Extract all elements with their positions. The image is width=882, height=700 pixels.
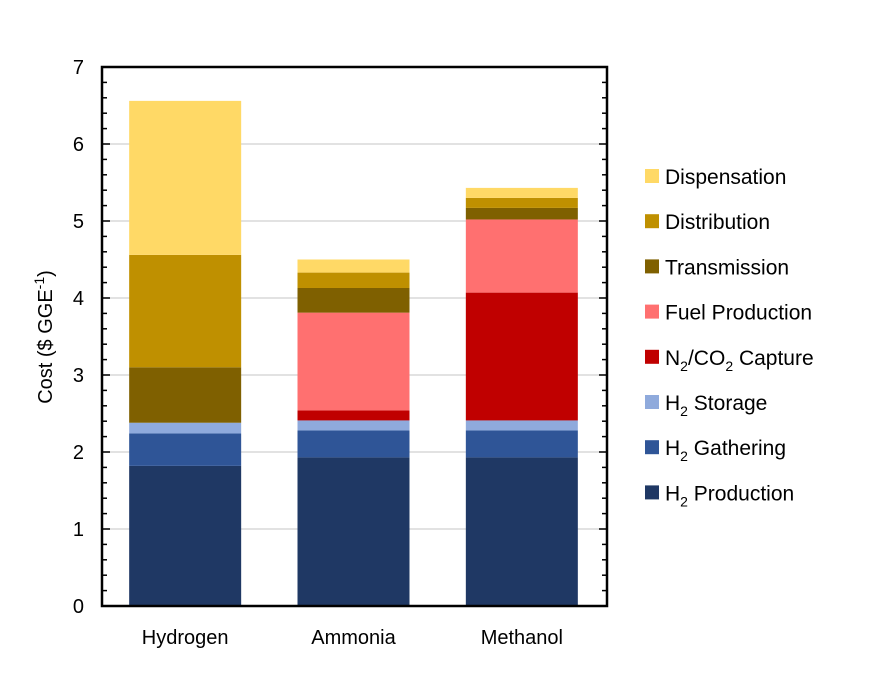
legend-label: Transmission (665, 256, 789, 279)
y-tick-label: 1 (73, 519, 84, 541)
bars (129, 100, 578, 606)
y-tick-label: 4 (73, 288, 84, 310)
legend-label: H2 Storage (665, 392, 767, 419)
bar-segment (129, 465, 242, 606)
legend: Dispensation Distribution Transmission Fuel… (645, 166, 814, 509)
bar-segment (465, 430, 578, 458)
bar-segment (297, 272, 410, 288)
bar-segment (297, 312, 410, 411)
bar-segment (297, 420, 410, 431)
x-category-label: Hydrogen (142, 627, 229, 649)
bar-segment (297, 430, 410, 458)
legend-label: H2 Production (665, 482, 794, 509)
legend-label: Dispensation (665, 166, 786, 189)
y-tick-label: 3 (73, 365, 84, 387)
bar-segment (465, 219, 578, 293)
bar-segment (129, 367, 242, 423)
legend-swatch (645, 259, 659, 274)
legend-swatch (645, 440, 659, 455)
x-category-labels: Hydrogen Ammonia Methanol (142, 627, 563, 649)
legend-label: N2/CO2 Capture (665, 347, 814, 374)
bar-segment (297, 259, 410, 273)
bar-segment (297, 287, 410, 313)
bar-segment (465, 292, 578, 421)
bar-segment (465, 207, 578, 220)
legend-label: H2 Gathering (665, 437, 786, 464)
y-axis-label: Cost ($ GGE-1) (31, 270, 57, 404)
bar-segment (297, 457, 410, 606)
legend-swatch (645, 214, 659, 229)
legend-swatch (645, 169, 659, 183)
x-category-label: Methanol (481, 627, 563, 649)
y-tick-labels: 0 1 2 3 4 5 6 7 (73, 57, 84, 618)
y-tick-label: 7 (73, 57, 84, 79)
bar-segment (465, 197, 578, 208)
x-category-label: Ammonia (311, 627, 396, 649)
bar-segment (129, 422, 242, 434)
bar-segment (129, 100, 242, 255)
y-tick-label: 5 (73, 211, 84, 233)
legend-swatch (645, 485, 659, 500)
y-tick-label: 2 (73, 442, 84, 464)
bar-segment (465, 457, 578, 606)
bar-segment (129, 254, 242, 368)
legend-label: Fuel Production (665, 302, 812, 325)
legend-swatch (645, 304, 659, 319)
legend-label: Distribution (665, 211, 770, 234)
bar-segment (129, 433, 242, 466)
plot-frame (100, 65, 609, 608)
y-tick-label: 0 (73, 596, 84, 618)
bar-segment (297, 410, 410, 421)
bar-segment (465, 420, 578, 431)
y-tick-label: 6 (73, 134, 84, 156)
bar-segment (465, 187, 578, 198)
legend-swatch (645, 349, 659, 364)
legend-swatch (645, 395, 659, 409)
axes (100, 65, 609, 608)
